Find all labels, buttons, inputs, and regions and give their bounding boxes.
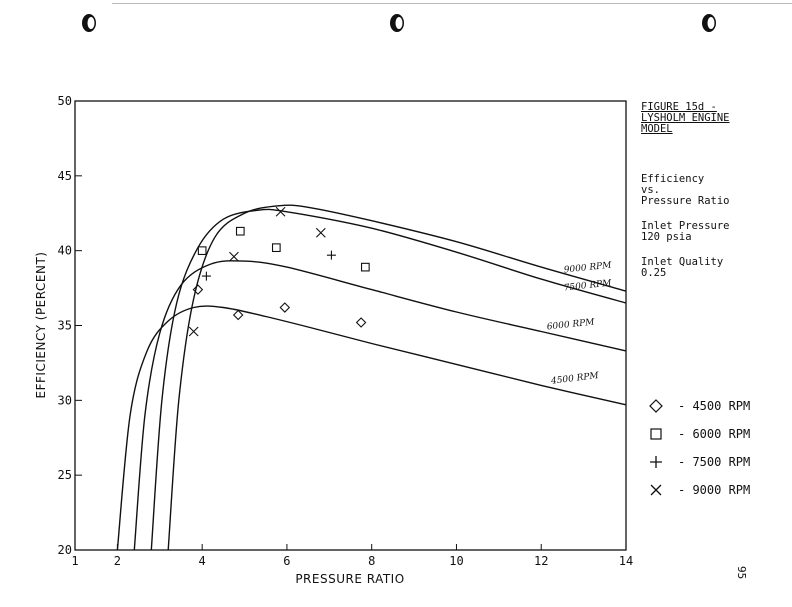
y-tick-label: 40 — [58, 244, 72, 258]
legend-label: - 7500 RPM — [678, 455, 751, 469]
curve-label: 6000 RPM — [546, 317, 595, 332]
legend-label: - 6000 RPM — [678, 427, 751, 441]
x-tick-label: 6 — [283, 554, 290, 568]
plus-marker-icon — [650, 456, 662, 468]
data-point-diamond — [232, 309, 244, 321]
inlet-quality-note: Inlet Quality 0.25 — [641, 256, 724, 279]
data-point-diamond — [192, 284, 204, 295]
data-point-square — [197, 246, 207, 256]
page-edge-line — [112, 3, 792, 4]
curve-label: 4500 RPM — [550, 371, 600, 387]
data-point-diamond — [279, 302, 291, 313]
data-point-x — [275, 206, 286, 217]
figure-caption: Efficiency vs. Pressure Ratio — [641, 173, 730, 207]
y-tick-label: 20 — [58, 543, 72, 557]
series-line — [150, 208, 627, 551]
y-tick-label: 30 — [58, 393, 72, 407]
series-line — [133, 260, 627, 551]
x-marker-icon — [650, 484, 662, 496]
x-tick-label: 10 — [449, 554, 463, 568]
y-axis-title: EFFICIENCY (PERCENT) — [34, 252, 48, 399]
data-point-plus — [201, 271, 211, 281]
data-point-square — [235, 226, 245, 236]
x-tick-label: 1 — [71, 554, 78, 568]
y-tick-label: 45 — [58, 169, 72, 183]
binder-hole-icon — [82, 14, 96, 32]
square-marker-icon — [650, 428, 662, 440]
x-tick-label: 14 — [619, 554, 633, 568]
series-line — [116, 305, 627, 551]
data-point-x — [229, 251, 239, 262]
data-point-x — [315, 227, 326, 238]
measured-points — [188, 206, 370, 337]
data-point-square — [360, 262, 370, 272]
data-point-diamond — [355, 317, 367, 328]
x-tick-label: 2 — [114, 554, 121, 568]
curve-label: 9000 RPM — [563, 261, 612, 276]
y-tick-label: 35 — [58, 319, 72, 333]
series-line — [167, 204, 627, 551]
diamond-marker-icon — [649, 399, 663, 413]
x-tick-label: 12 — [534, 554, 548, 568]
y-tick-label: 25 — [58, 468, 72, 482]
x-tick-label: 4 — [199, 554, 206, 568]
binder-hole-icon — [702, 14, 716, 32]
x-axis-title: PRESSURE RATIO — [295, 572, 404, 586]
data-point-x — [188, 326, 199, 337]
plot-frame — [74, 100, 627, 551]
inlet-pressure-note: Inlet Pressure 120 psia — [641, 220, 730, 243]
legend-label: - 9000 RPM — [678, 483, 751, 497]
legend-label: - 4500 RPM — [678, 399, 751, 413]
x-tick-label: 8 — [368, 554, 375, 568]
figure-title: FIGURE 15d - LYSHOLM ENGINE MODEL — [641, 101, 730, 135]
data-point-square — [271, 243, 281, 253]
binder-hole-icon — [390, 14, 404, 32]
y-tick-label: 50 — [58, 94, 72, 108]
page-number: 95 — [735, 566, 748, 580]
data-point-plus — [326, 250, 336, 260]
